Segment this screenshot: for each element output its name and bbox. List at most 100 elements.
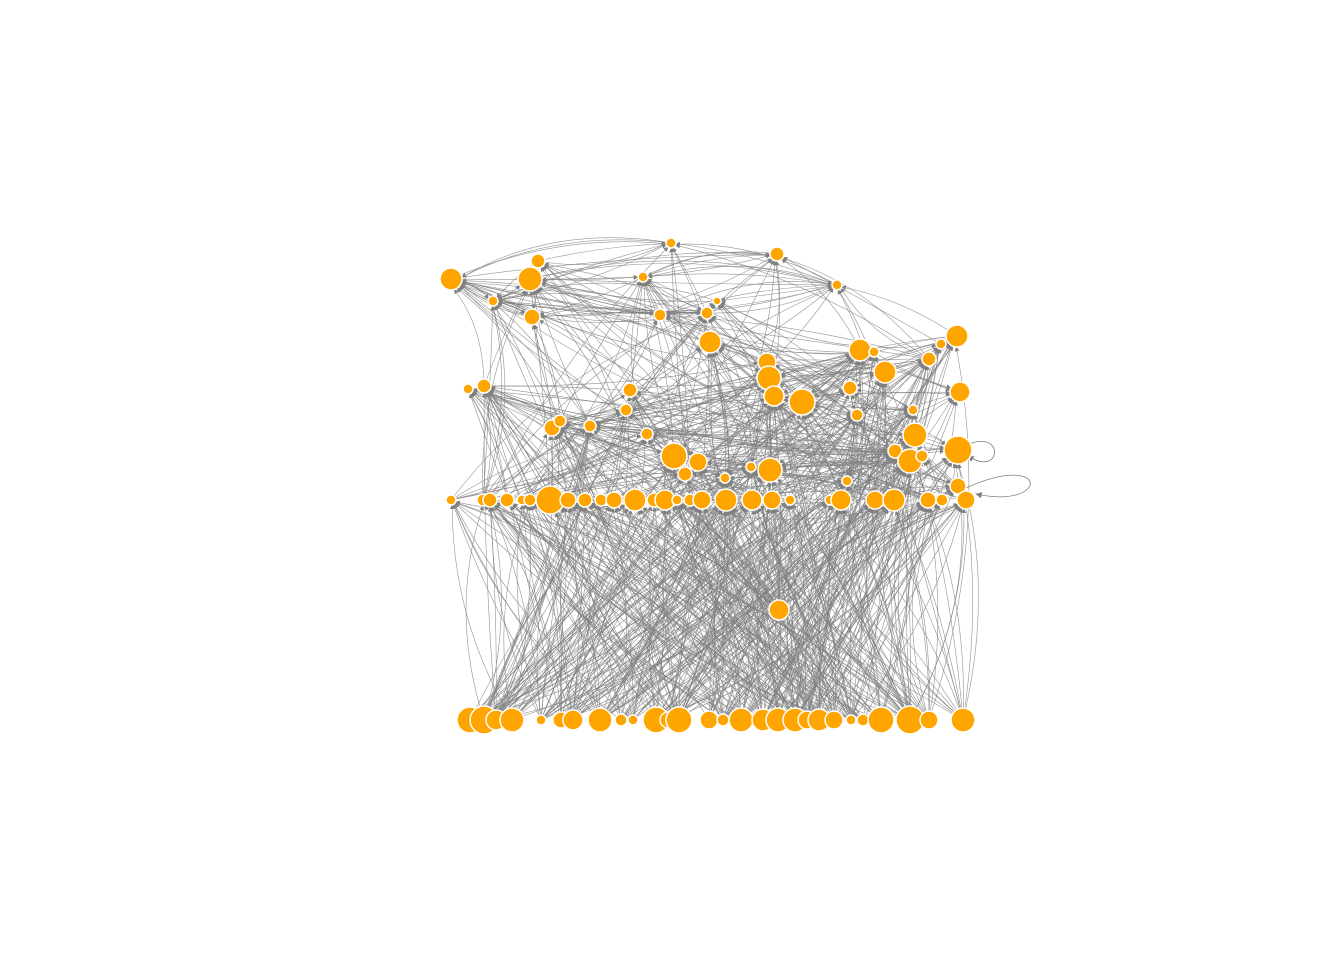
edge: [873, 351, 952, 390]
edge: [465, 505, 485, 721]
edge: [644, 281, 727, 501]
edge: [529, 394, 626, 501]
graph-node: [943, 435, 973, 465]
edge: [471, 391, 852, 721]
edge: [533, 289, 591, 427]
edge: [652, 432, 959, 487]
edge: [791, 504, 882, 721]
graph-node: [831, 279, 843, 291]
node-layer: [439, 237, 976, 735]
edge: [676, 484, 951, 505]
graph-node: [868, 346, 880, 358]
graph-node: [587, 707, 613, 733]
edge: [529, 260, 833, 286]
edge: [470, 393, 531, 501]
edge: [450, 278, 655, 316]
edge: [511, 506, 613, 721]
graph-node: [476, 378, 492, 394]
graph-node: [841, 475, 853, 487]
edge: [483, 438, 645, 721]
graph-node: [622, 382, 638, 398]
graph-node: [850, 408, 864, 422]
edge: [833, 507, 962, 721]
edge: [534, 503, 764, 721]
edge: [471, 391, 655, 501]
graph-node: [698, 330, 722, 354]
edge: [461, 278, 708, 314]
edge: [883, 382, 895, 501]
edge: [843, 509, 911, 721]
edge: [469, 502, 827, 721]
edge: [540, 504, 868, 721]
edge: [665, 284, 838, 315]
graph-node: [619, 403, 633, 417]
edge: [789, 343, 950, 501]
edge: [880, 472, 913, 721]
edge: [486, 391, 680, 721]
graph-node: [535, 714, 547, 726]
edge: [454, 502, 820, 721]
edge: [837, 289, 880, 501]
edge: [495, 504, 868, 721]
edge: [653, 485, 951, 520]
edge: [521, 383, 759, 501]
graph-node: [915, 449, 929, 463]
edge: [781, 448, 896, 469]
edge: [850, 382, 886, 721]
edge: [809, 412, 876, 501]
edge: [540, 509, 633, 721]
edge: [595, 377, 770, 427]
graph-node: [768, 599, 790, 621]
edge: [541, 276, 838, 286]
edge: [516, 504, 542, 721]
edge: [488, 391, 779, 721]
edge: [691, 469, 876, 501]
graph-node: [487, 295, 499, 307]
edge: [794, 348, 941, 721]
edge: [667, 508, 703, 721]
graph-node: [956, 490, 976, 510]
graph-node: [594, 493, 608, 507]
graph-node: [692, 490, 712, 510]
edge: [482, 290, 528, 501]
edge: [865, 382, 887, 721]
edge: [560, 489, 952, 721]
edge: [841, 285, 958, 337]
graph-node: [517, 266, 543, 292]
edge: [728, 387, 851, 476]
edge: [927, 507, 964, 721]
edge: [494, 504, 680, 721]
edge: [482, 305, 506, 501]
graph-node: [873, 360, 897, 384]
edge: [689, 505, 716, 721]
edge: [850, 505, 941, 721]
edge: [469, 393, 601, 721]
edge: [777, 506, 961, 721]
graph-node: [887, 443, 903, 459]
edge: [559, 316, 703, 422]
edge: [766, 260, 780, 363]
edge: [732, 508, 911, 721]
edge: [512, 503, 796, 721]
graph-node: [935, 338, 947, 350]
edge: [589, 319, 658, 427]
edge: [467, 388, 917, 458]
edge: [534, 502, 911, 721]
edge: [708, 352, 727, 501]
edge: [740, 506, 961, 721]
edge: [497, 300, 959, 451]
edge: [531, 324, 553, 501]
graph-node: [919, 710, 939, 730]
edge: [537, 287, 726, 479]
edge: [559, 390, 951, 422]
edge: [874, 356, 939, 721]
graph-node: [482, 492, 498, 508]
edge: [722, 444, 909, 721]
edge: [631, 281, 648, 435]
edge: [469, 506, 610, 721]
edge: [529, 505, 562, 721]
graph-node: [445, 494, 457, 506]
edge: [665, 281, 838, 315]
edge: [481, 392, 497, 721]
edge: [709, 352, 796, 721]
